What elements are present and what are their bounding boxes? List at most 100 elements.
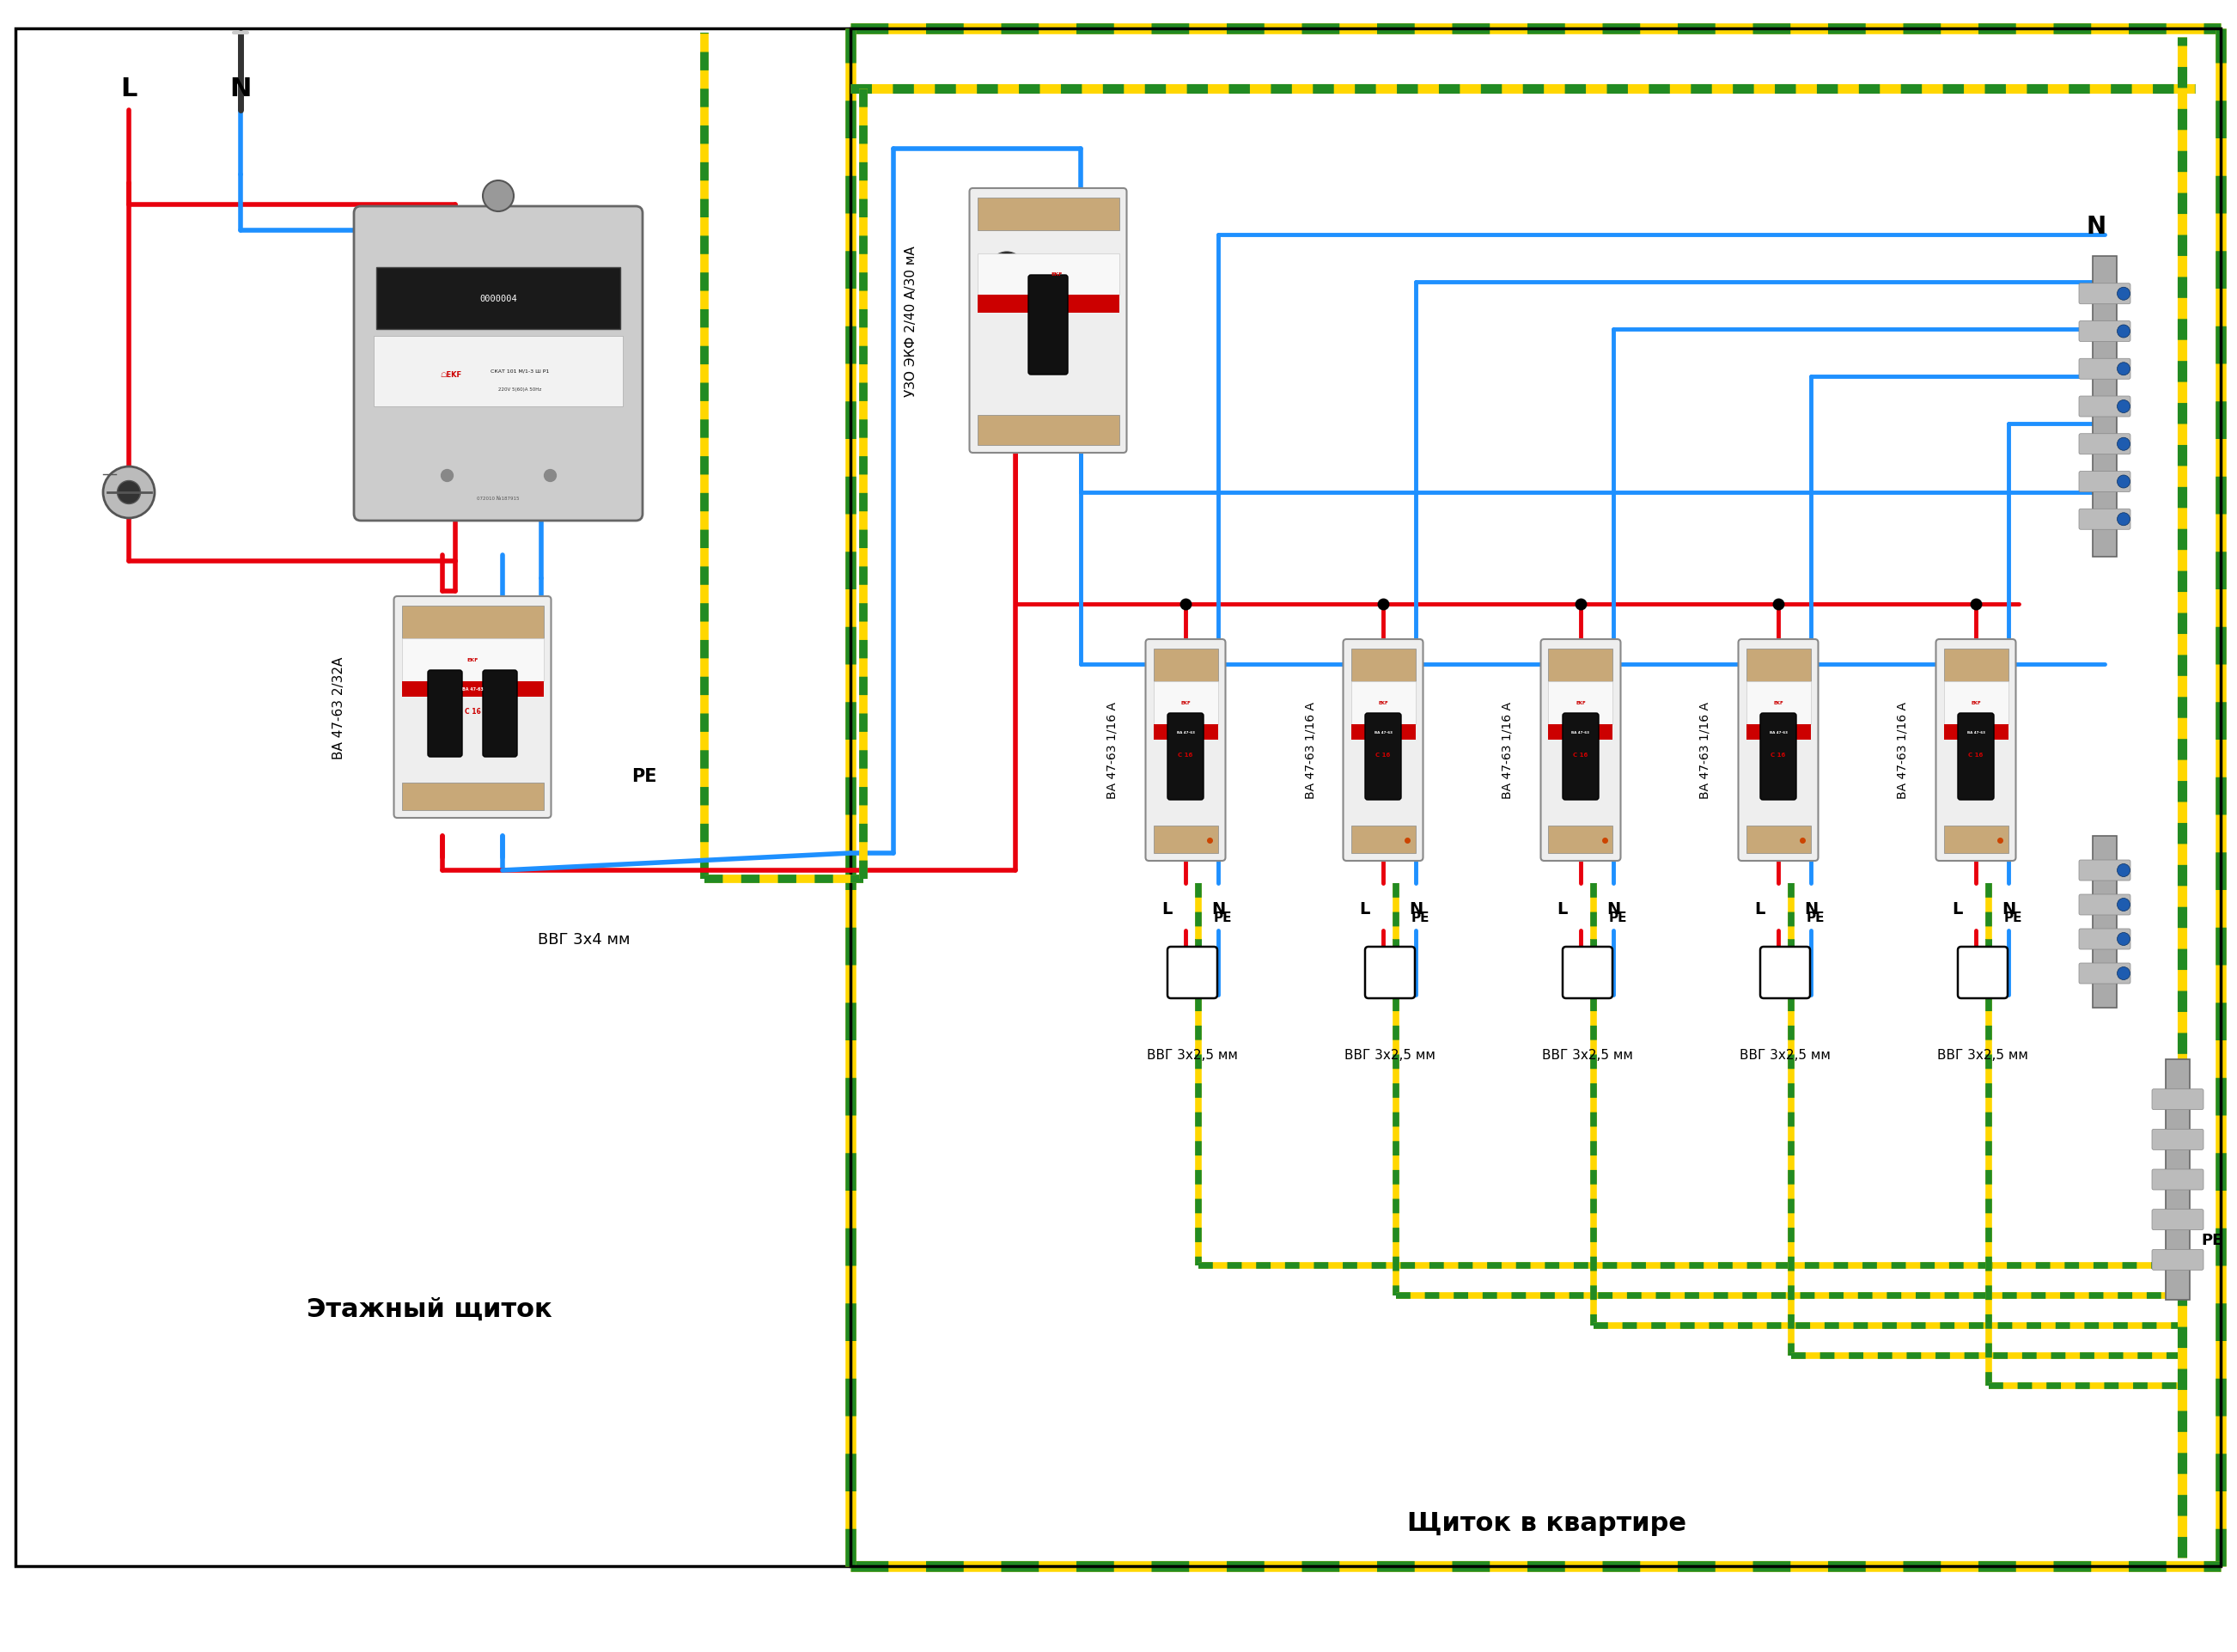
FancyBboxPatch shape	[2078, 284, 2130, 304]
FancyBboxPatch shape	[1541, 639, 1620, 861]
Bar	[1548, 682, 1613, 725]
Text: ВА 47-63 1/16 А: ВА 47-63 1/16 А	[1304, 702, 1315, 800]
Bar	[978, 254, 1118, 296]
FancyBboxPatch shape	[1365, 947, 1414, 998]
Text: ВВГ 3х2,5 мм: ВВГ 3х2,5 мм	[1148, 1049, 1237, 1062]
FancyBboxPatch shape	[2152, 1089, 2203, 1110]
Text: N: N	[1409, 900, 1423, 917]
Text: EKF: EKF	[1181, 700, 1190, 705]
FancyBboxPatch shape	[2078, 322, 2130, 342]
Text: ВА 47-63 1/16 А: ВА 47-63 1/16 А	[1897, 702, 1908, 800]
FancyBboxPatch shape	[2078, 861, 2130, 881]
Text: С 16: С 16	[465, 709, 481, 715]
Circle shape	[2116, 325, 2130, 339]
Bar	[1154, 682, 1217, 725]
Bar	[1747, 826, 1810, 854]
Text: СКАТ 101 М/1-3 Ш Р1: СКАТ 101 М/1-3 Ш Р1	[490, 368, 548, 373]
FancyBboxPatch shape	[1342, 639, 1423, 861]
Text: ВА 47-63: ВА 47-63	[1177, 730, 1195, 733]
Text: ВА 47-63: ВА 47-63	[1769, 730, 1787, 733]
FancyBboxPatch shape	[1365, 714, 1400, 800]
Circle shape	[2116, 864, 2130, 877]
Text: ВА 47-63 1/16 А: ВА 47-63 1/16 А	[1501, 702, 1514, 800]
Text: N: N	[2087, 215, 2105, 238]
Text: PE: PE	[1212, 912, 1233, 925]
FancyBboxPatch shape	[1029, 276, 1067, 375]
Text: ☖EKF: ☖EKF	[441, 370, 461, 378]
FancyBboxPatch shape	[2078, 895, 2130, 915]
Text: EKF: EKF	[1575, 700, 1586, 705]
Text: ВВГ 3х4 мм: ВВГ 3х4 мм	[537, 932, 631, 947]
FancyBboxPatch shape	[2152, 1170, 2203, 1189]
FancyBboxPatch shape	[394, 596, 550, 818]
FancyBboxPatch shape	[1738, 639, 1819, 861]
Circle shape	[2116, 514, 2130, 525]
Circle shape	[116, 481, 141, 504]
Text: L: L	[1161, 900, 1172, 917]
FancyBboxPatch shape	[1168, 714, 1204, 800]
Text: EKF: EKF	[1051, 273, 1063, 278]
Text: PE: PE	[1608, 912, 1626, 925]
Text: ВА 47-63 1/16 А: ВА 47-63 1/16 А	[1700, 702, 1711, 800]
FancyBboxPatch shape	[2078, 509, 2130, 530]
Text: N: N	[2002, 900, 2016, 917]
Text: С 16: С 16	[1772, 752, 1785, 757]
Bar	[978, 198, 1118, 231]
Text: EKF: EKF	[468, 657, 479, 662]
Text: С 16: С 16	[1969, 752, 1984, 757]
Text: PE: PE	[631, 768, 658, 785]
Text: С 16: С 16	[1376, 752, 1391, 757]
FancyBboxPatch shape	[2152, 1249, 2203, 1270]
FancyBboxPatch shape	[1168, 947, 1217, 998]
Text: Этажный щиток: Этажный щиток	[306, 1297, 553, 1322]
FancyBboxPatch shape	[1145, 639, 1226, 861]
Text: L: L	[121, 78, 136, 102]
Bar	[1351, 725, 1416, 740]
FancyBboxPatch shape	[2078, 358, 2130, 380]
Bar	[403, 783, 544, 811]
Text: ВВГ 3х2,5 мм: ВВГ 3х2,5 мм	[1541, 1049, 1633, 1062]
Text: N: N	[1210, 900, 1226, 917]
FancyBboxPatch shape	[2152, 1209, 2203, 1231]
FancyBboxPatch shape	[2078, 928, 2130, 950]
Text: ВВГ 3х2,5 мм: ВВГ 3х2,5 мм	[1937, 1049, 2029, 1062]
Bar	[374, 337, 622, 406]
FancyBboxPatch shape	[1957, 947, 2007, 998]
Bar	[1351, 649, 1416, 682]
Bar	[1154, 826, 1217, 854]
Text: EKF: EKF	[1378, 700, 1389, 705]
Text: 220V 5(60)A 50Hz: 220V 5(60)A 50Hz	[499, 388, 541, 392]
Bar	[403, 606, 544, 639]
Text: EKF: EKF	[1971, 700, 1982, 705]
Bar	[2165, 1059, 2190, 1300]
Bar	[1351, 826, 1416, 854]
Bar	[376, 268, 620, 330]
Text: N: N	[1606, 900, 1620, 917]
Text: N: N	[1803, 900, 1819, 917]
Circle shape	[2116, 400, 2130, 413]
Bar	[850, 30, 2221, 1566]
Text: ВА 47-63: ВА 47-63	[461, 687, 483, 692]
Circle shape	[2116, 363, 2130, 377]
Bar	[1747, 682, 1810, 725]
Circle shape	[2116, 966, 2130, 980]
FancyBboxPatch shape	[2078, 472, 2130, 492]
Circle shape	[103, 468, 154, 519]
Text: PE: PE	[1412, 912, 1429, 925]
Text: УЗО ЭКФ 2/40 А/30 мА: УЗО ЭКФ 2/40 А/30 мА	[904, 246, 917, 396]
Bar	[1944, 725, 2009, 740]
FancyBboxPatch shape	[1761, 714, 1796, 800]
Bar	[16, 30, 850, 1566]
Text: ВА 47-63: ВА 47-63	[1374, 730, 1391, 733]
Text: EKF: EKF	[1774, 700, 1783, 705]
FancyBboxPatch shape	[2078, 396, 2130, 418]
FancyBboxPatch shape	[2078, 963, 2130, 985]
Text: PE: PE	[2201, 1232, 2224, 1247]
Bar	[1548, 826, 1613, 854]
FancyBboxPatch shape	[969, 188, 1127, 453]
Text: ВВГ 3х2,5 мм: ВВГ 3х2,5 мм	[1740, 1049, 1830, 1062]
Text: С 16: С 16	[1573, 752, 1588, 757]
Circle shape	[989, 253, 1025, 287]
Text: 0000004: 0000004	[479, 294, 517, 302]
FancyBboxPatch shape	[1957, 714, 1993, 800]
